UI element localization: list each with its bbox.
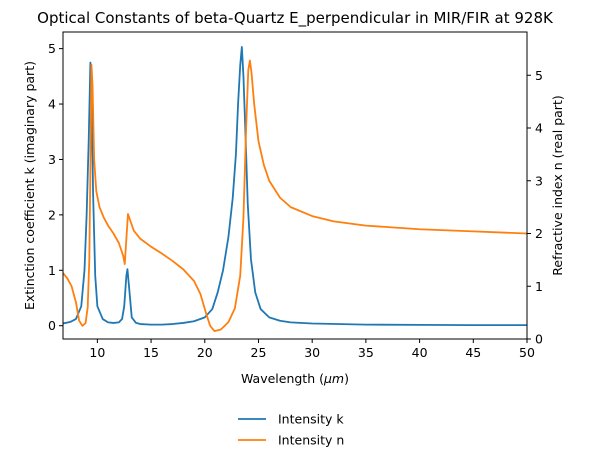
y-right-tick-label: 0 [535,332,543,347]
y-axis-left-label: Extinction coefficient k (imaginary part… [22,61,37,310]
y-left-tick-label: 2 [48,207,56,222]
x-tick-label: 50 [519,345,535,360]
y-right-tick-label: 4 [535,121,543,136]
y-left-tick-label: 4 [48,97,56,112]
legend: Intensity k Intensity n [238,412,344,448]
y-left-tick-label: 5 [48,41,56,56]
plot-area [62,31,528,340]
y-right-tick-label: 5 [535,68,543,83]
x-tick-label: 40 [412,345,428,360]
plot-frame [62,31,528,340]
series-line-n [63,59,527,332]
y-right-tick-label: 1 [535,279,543,294]
legend-label-n: Intensity n [278,433,344,448]
x-tick-label: 15 [143,345,159,360]
x-tick-label: 25 [251,345,267,360]
x-axis-label-text: Wavelength ( [241,371,324,386]
x-axis-label-suffix: ) [344,371,349,386]
x-tick-label: 20 [197,345,213,360]
x-axis-label: Wavelength (μm) [241,371,349,386]
y-axis-right: 0 1 2 3 4 5 [527,68,543,347]
series-layer [63,46,527,332]
y-left-tick-label: 3 [48,152,56,167]
x-tick-label: 35 [358,345,374,360]
chart-title: Optical Constants of beta-Quartz E_perpe… [37,9,554,28]
x-tick-label: 30 [304,345,320,360]
x-axis-label-unit: μm [323,371,344,386]
y-left-tick-label: 1 [48,263,56,278]
x-tick-label: 10 [89,345,105,360]
y-left-tick-label: 0 [48,318,56,333]
y-axis-right-label: Refractive index n (real part) [550,95,565,275]
x-axis: 10 15 20 25 30 35 40 45 50 [89,339,535,360]
y-axis-left: 0 1 2 3 4 5 [48,41,63,333]
x-tick-label: 45 [465,345,481,360]
y-right-tick-label: 3 [535,173,543,188]
y-right-tick-label: 2 [535,226,543,241]
legend-label-k: Intensity k [278,412,344,427]
series-line-k [63,46,527,327]
